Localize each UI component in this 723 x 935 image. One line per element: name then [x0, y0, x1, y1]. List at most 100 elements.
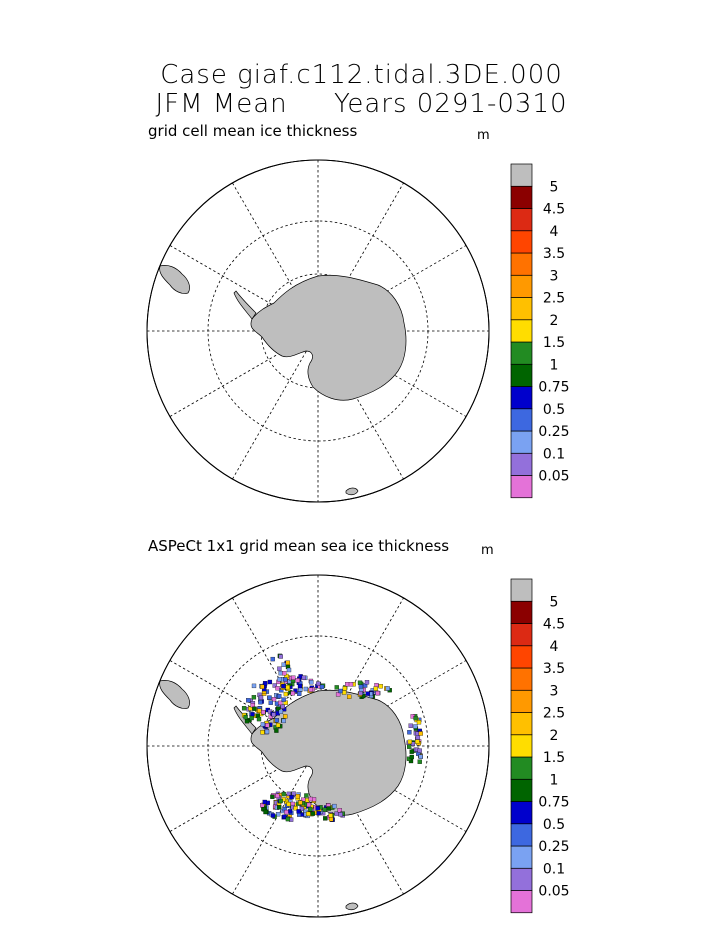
- obs-cell: [270, 794, 275, 799]
- obs-cell: [260, 803, 265, 808]
- colorbar-tick-label: 0.5: [543, 817, 565, 833]
- title-period: JFM Mean Years 0291-0310: [155, 89, 568, 119]
- colorbar-tick-label: 2.5: [543, 706, 565, 722]
- obs-cell: [308, 807, 313, 812]
- obs-cell: [417, 759, 422, 764]
- obs-cell: [416, 720, 422, 725]
- obs-cell: [378, 684, 383, 689]
- obs-cell: [316, 681, 321, 686]
- obs-cell: [278, 709, 284, 714]
- obs-cell: [413, 724, 418, 729]
- obs-cell: [283, 700, 288, 705]
- obs-cell: [298, 800, 303, 805]
- obs-cell: [267, 679, 273, 685]
- colorbar-tick-label: 3.5: [543, 246, 565, 262]
- obs-cell: [251, 695, 257, 700]
- obs-cell: [262, 799, 267, 805]
- obs-cell: [308, 796, 313, 802]
- colorbar-tick-label: 3: [550, 268, 559, 284]
- obs-cell: [277, 677, 282, 682]
- obs-cell: [385, 686, 390, 691]
- panel2-colorbar: 0.05 0.1 0.25 0.5 0.75 1 1.5 2 2.5 3 3.5 4 4.5 5: [510, 578, 570, 914]
- obs-cell: [241, 706, 247, 711]
- obs-cell: [260, 722, 266, 727]
- obs-cell: [299, 806, 305, 812]
- obs-cell: [364, 680, 370, 685]
- panel2-unit: m: [481, 543, 494, 558]
- colorbar-swatch: [510, 712, 533, 736]
- obs-cell: [281, 718, 286, 724]
- obs-cell: [257, 708, 262, 713]
- obs-cell: [272, 683, 277, 688]
- obs-cell: [348, 682, 354, 687]
- obs-cell: [341, 690, 347, 695]
- obs-cell: [332, 803, 337, 809]
- obs-cell: [358, 691, 363, 696]
- obs-cell: [283, 691, 289, 697]
- colorbar-swatch: [510, 623, 533, 647]
- obs-cell: [287, 809, 293, 814]
- obs-cell: [328, 813, 333, 818]
- obs-cell: [306, 811, 311, 817]
- obs-cell: [276, 706, 281, 711]
- obs-cell: [271, 712, 276, 717]
- colorbar-swatch: [510, 452, 533, 476]
- obs-cell: [417, 748, 422, 753]
- colorbar-swatch: [510, 230, 533, 254]
- obs-cell: [252, 706, 257, 711]
- obs-cell: [285, 816, 291, 822]
- obs-cell: [291, 675, 296, 680]
- obs-cell: [301, 675, 307, 680]
- obs-cell: [274, 718, 279, 723]
- obs-cell: [270, 813, 276, 818]
- obs-cell: [295, 794, 300, 799]
- obs-cell: [347, 694, 352, 699]
- colorbar-swatch: [510, 386, 533, 410]
- panel1-subtitle: grid cell mean ice thickness: [148, 122, 358, 140]
- panel1-map: [146, 159, 490, 503]
- obs-cell: [244, 719, 250, 724]
- obs-cell: [271, 697, 277, 702]
- obs-cell: [293, 806, 298, 811]
- obs-cell: [407, 744, 412, 749]
- obs-cell: [418, 731, 423, 736]
- obs-cell: [275, 686, 280, 691]
- obs-cell: [281, 697, 286, 702]
- obs-cell: [282, 671, 287, 676]
- obs-cell: [278, 798, 283, 804]
- obs-cell: [278, 700, 283, 706]
- obs-cell: [286, 791, 292, 797]
- obs-cell: [338, 688, 343, 694]
- obs-cell: [295, 678, 300, 683]
- obs-cell: [334, 685, 339, 690]
- obs-cell: [284, 809, 289, 815]
- obs-cell: [274, 728, 279, 733]
- obs-cell: [323, 816, 328, 821]
- obs-cell: [277, 693, 282, 699]
- obs-cell: [409, 749, 414, 754]
- obs-cell: [293, 688, 298, 693]
- colorbar-tick-label: 0.75: [538, 380, 569, 396]
- colorbar-tick-label: 0.75: [538, 795, 569, 811]
- obs-cell: [365, 691, 370, 696]
- obs-cell: [408, 723, 413, 728]
- obs-cell: [415, 739, 420, 744]
- obs-cell: [296, 809, 301, 814]
- obs-cell: [251, 683, 257, 689]
- colorbar-swatch: [510, 430, 533, 454]
- colorbar-swatch: [510, 867, 533, 891]
- colorbar-tick-label: 4: [550, 224, 559, 240]
- obs-cell: [286, 801, 291, 807]
- panel2-map: [146, 574, 490, 918]
- obs-cell: [275, 722, 281, 728]
- obs-cell: [246, 698, 251, 703]
- colorbar-swatch: [510, 667, 533, 691]
- obs-cell: [345, 682, 350, 687]
- obs-cell: [270, 656, 275, 662]
- obs-cell: [357, 680, 363, 685]
- colorbar-tick-label: 4: [550, 639, 559, 655]
- obs-cell: [303, 686, 309, 692]
- obs-cell: [262, 681, 268, 686]
- colorbar-tick-label: 2.5: [543, 291, 565, 307]
- colorbar-swatch: [510, 185, 533, 209]
